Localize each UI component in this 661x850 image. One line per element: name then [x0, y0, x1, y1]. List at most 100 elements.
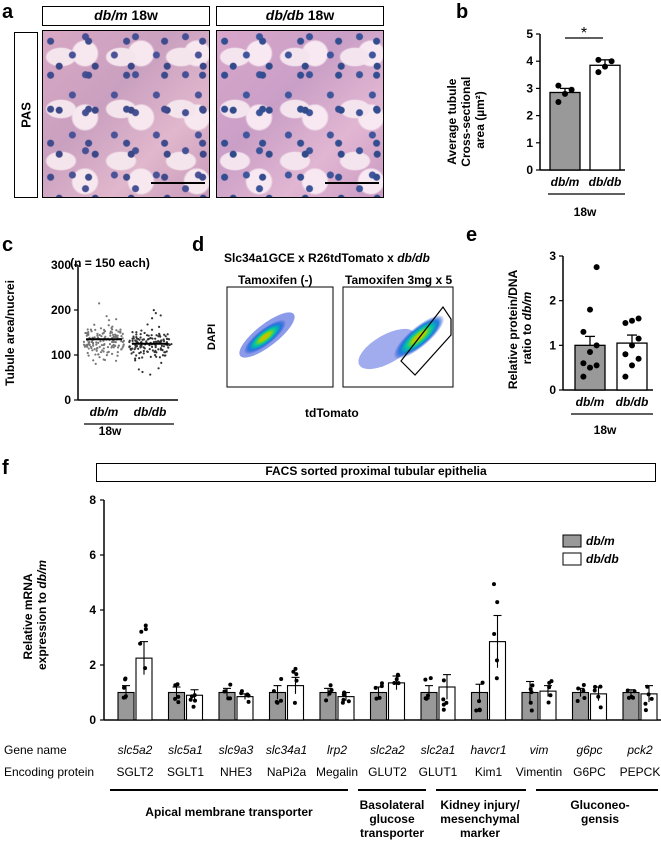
data-point	[492, 632, 497, 637]
data-point	[131, 347, 134, 350]
svg-text:Average tubule Cross-secti: Average tubule Cross-sectional area (µm²…	[445, 73, 487, 166]
data-point	[173, 683, 178, 688]
data-point	[495, 600, 500, 605]
y-tick-label: 3	[549, 249, 556, 263]
data-point	[555, 99, 562, 105]
data-point	[158, 332, 161, 335]
scale-bar	[151, 182, 205, 184]
flow-cytometry-plots: DAPI	[206, 286, 454, 388]
data-point	[142, 346, 145, 349]
data-point	[112, 346, 115, 349]
data-point	[101, 332, 104, 335]
data-point	[592, 688, 597, 693]
data-point	[114, 344, 117, 347]
encoding-protein: NHE3	[219, 765, 252, 779]
data-point	[94, 328, 97, 331]
data-point	[82, 343, 86, 346]
data-point	[223, 689, 228, 694]
data-point	[170, 342, 173, 346]
data-point	[107, 350, 110, 353]
data-point	[98, 345, 101, 348]
data-point	[529, 690, 534, 695]
data-point	[341, 697, 346, 702]
data-point	[342, 690, 347, 695]
legend-swatch-dbdb	[562, 552, 582, 566]
data-point	[128, 340, 131, 344]
data-point	[93, 348, 96, 351]
data-point	[133, 348, 136, 351]
group-label: Apical membrane transporter	[145, 805, 313, 819]
data-point	[587, 349, 593, 356]
group-label: Gluconeo- gensis	[570, 798, 630, 826]
data-point	[191, 704, 196, 709]
data-point	[141, 356, 144, 359]
data-point	[528, 700, 533, 705]
data-point	[292, 700, 297, 705]
data-point	[596, 694, 601, 699]
data-point	[167, 346, 170, 349]
data-point	[394, 677, 399, 682]
data-point	[165, 350, 168, 353]
data-point	[635, 355, 642, 362]
data-point	[140, 340, 143, 344]
data-point	[110, 352, 114, 355]
encoding-protein: Megalin	[315, 765, 359, 779]
data-point	[444, 700, 449, 705]
data-point	[163, 333, 166, 336]
chart-f: 0 2 4 6 8 Relative mRNA expression to db/m d…	[21, 493, 661, 727]
data-point	[147, 334, 150, 337]
gate-polygon	[400, 305, 452, 376]
data-point	[142, 352, 145, 355]
data-point	[102, 350, 105, 353]
data-point	[159, 314, 162, 317]
x-tick-label: db/db	[589, 175, 622, 189]
data-point	[162, 340, 166, 343]
group-label: Basolateral glucose transporter	[359, 798, 425, 840]
data-point	[98, 302, 101, 305]
y-tick-label: 6	[89, 548, 96, 562]
data-point	[226, 696, 231, 701]
data-point	[635, 315, 642, 322]
data-point	[155, 355, 158, 358]
data-point	[555, 82, 562, 89]
data-point	[105, 315, 108, 318]
data-point	[529, 708, 534, 713]
data-point	[115, 334, 118, 337]
data-point	[587, 306, 593, 313]
data-point	[132, 351, 135, 354]
data-point	[580, 373, 587, 380]
data-point	[88, 343, 91, 346]
legend-label: db/db	[586, 552, 619, 566]
data-point	[327, 690, 332, 695]
data-point	[441, 707, 446, 712]
panel-label-e: e	[466, 224, 478, 246]
data-point	[491, 582, 496, 587]
data-point	[568, 86, 575, 93]
data-point	[99, 340, 102, 343]
data-point	[116, 351, 119, 354]
data-point	[131, 337, 134, 340]
svg-text:Relative mRNA expression t: Relative mRNA expression to db/m	[21, 560, 49, 670]
data-point	[162, 338, 165, 341]
data-point	[154, 312, 157, 315]
data-point	[643, 708, 648, 713]
data-point	[643, 701, 648, 706]
chart-e: 0 1 2 3 db/m db/db Relative protein/DNA ratio…	[506, 249, 653, 437]
data-point	[92, 344, 95, 347]
bar	[589, 64, 621, 171]
data-point	[139, 336, 142, 339]
data-point	[141, 338, 144, 341]
micrograph-header-dbdb: db/db 18w	[216, 6, 384, 26]
data-point	[115, 318, 118, 321]
panel-label-a: a	[2, 1, 14, 23]
gene-name: pck2	[627, 743, 653, 757]
data-point	[83, 345, 86, 348]
data-point	[96, 332, 99, 335]
flow-plot-title: Tamoxifen 3mg x 5	[345, 273, 453, 287]
data-point	[135, 354, 138, 357]
header-age: 18w	[303, 7, 335, 23]
data-point	[150, 334, 153, 337]
gene-name: slc5a1	[168, 743, 203, 757]
data-point	[90, 340, 94, 343]
data-point	[138, 352, 141, 355]
